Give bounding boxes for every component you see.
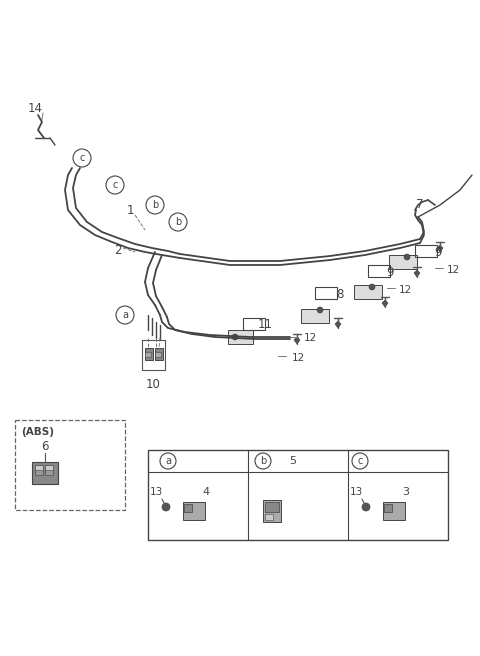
Bar: [354, 285, 382, 299]
Bar: [315, 287, 337, 299]
Text: 13: 13: [149, 487, 163, 497]
Bar: [45, 470, 53, 475]
Text: 11: 11: [257, 319, 273, 331]
Bar: [389, 255, 417, 269]
Circle shape: [362, 503, 370, 511]
Text: 7: 7: [416, 199, 424, 211]
Text: a: a: [165, 456, 171, 466]
Bar: [265, 502, 279, 512]
Text: a: a: [122, 310, 128, 320]
Bar: [243, 318, 265, 330]
Bar: [32, 462, 58, 484]
Bar: [228, 330, 252, 344]
Text: 5: 5: [289, 456, 297, 466]
Polygon shape: [414, 270, 420, 277]
Bar: [155, 352, 161, 357]
Text: c: c: [79, 153, 84, 163]
Text: 9: 9: [434, 247, 442, 260]
Text: 13: 13: [349, 487, 362, 497]
Text: 4: 4: [203, 487, 210, 497]
Text: 1: 1: [126, 203, 134, 216]
Text: (ABS): (ABS): [22, 427, 55, 437]
Text: 12: 12: [291, 353, 305, 363]
Bar: [145, 352, 151, 357]
Polygon shape: [437, 245, 443, 252]
Text: 12: 12: [398, 285, 412, 295]
Text: 8: 8: [336, 289, 344, 302]
Text: 10: 10: [145, 379, 160, 392]
Bar: [45, 465, 53, 473]
Bar: [184, 504, 192, 512]
Bar: [145, 348, 153, 360]
Polygon shape: [382, 300, 388, 307]
Bar: [384, 504, 392, 512]
Circle shape: [232, 334, 238, 340]
Bar: [383, 502, 405, 520]
Text: 6: 6: [41, 440, 49, 453]
Text: c: c: [357, 456, 363, 466]
Text: 14: 14: [27, 102, 43, 115]
Bar: [183, 502, 205, 520]
Text: b: b: [260, 456, 266, 466]
Circle shape: [369, 284, 375, 290]
Text: c: c: [112, 180, 118, 190]
Text: 12: 12: [446, 265, 460, 275]
Polygon shape: [335, 321, 341, 328]
Text: 12: 12: [303, 333, 317, 343]
Bar: [35, 470, 43, 475]
Bar: [301, 309, 329, 323]
Circle shape: [317, 307, 323, 313]
Bar: [415, 245, 437, 257]
Bar: [148, 450, 448, 540]
Text: 3: 3: [403, 487, 409, 497]
Text: 2: 2: [114, 243, 122, 256]
Text: b: b: [152, 200, 158, 210]
Circle shape: [404, 254, 410, 260]
Bar: [265, 514, 273, 520]
Text: b: b: [175, 217, 181, 227]
Bar: [368, 265, 390, 277]
Bar: [35, 465, 43, 473]
Circle shape: [162, 503, 170, 511]
Bar: [15, 420, 125, 510]
Bar: [155, 348, 163, 360]
Bar: [263, 500, 281, 522]
Polygon shape: [294, 337, 300, 344]
Text: 9: 9: [386, 266, 394, 279]
